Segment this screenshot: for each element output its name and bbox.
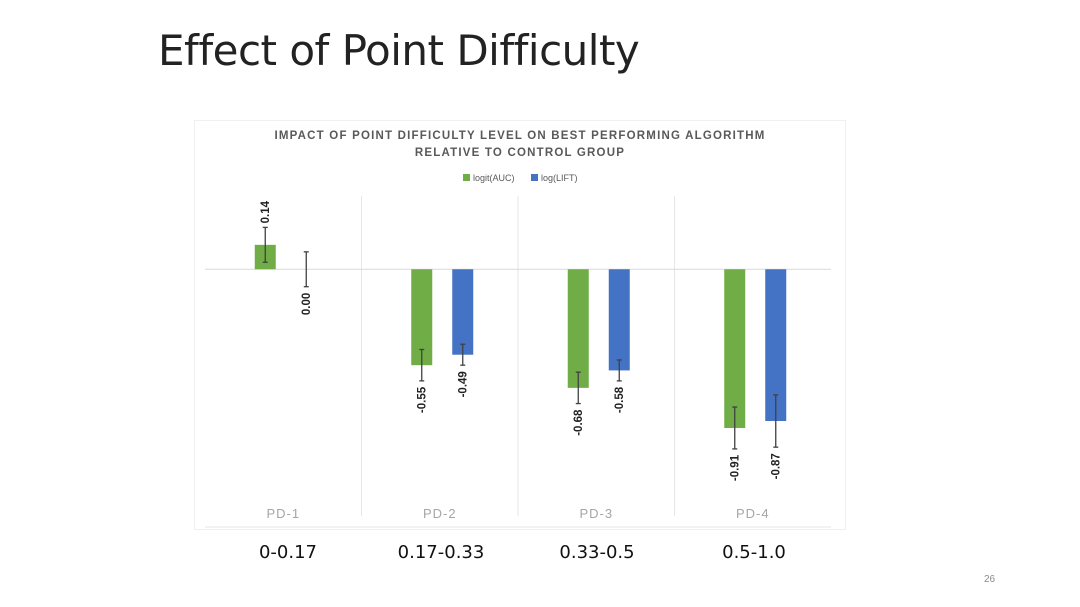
bar-lift-pd-3 bbox=[608, 269, 630, 371]
range-label-pd-2: 0.17-0.33 bbox=[397, 542, 485, 563]
data-label: -0.55 bbox=[417, 386, 429, 413]
range-label-pd-3: 0.33-0.5 bbox=[559, 542, 635, 563]
bar-auc-pd-3 bbox=[567, 269, 589, 388]
range-label-pd-1: 0-0.17 bbox=[258, 542, 318, 563]
legend-swatch-auc bbox=[463, 174, 470, 181]
data-label: -0.87 bbox=[771, 453, 783, 479]
category-label: PD-3 bbox=[579, 506, 613, 521]
chart-title-line: RELATIVE TO CONTROL GROUP bbox=[415, 147, 625, 159]
category-label: PD-4 bbox=[736, 506, 770, 521]
legend-swatch-lift bbox=[531, 174, 538, 181]
chart-frame: IMPACT OF POINT DIFFICULTY LEVEL ON BEST… bbox=[194, 120, 846, 530]
range-label-pd-4: 0.5-1.0 bbox=[722, 542, 786, 563]
chart-title-line: IMPACT OF POINT DIFFICULTY LEVEL ON BEST… bbox=[274, 130, 765, 142]
category-label: PD-2 bbox=[423, 506, 457, 521]
data-label: -0.58 bbox=[614, 386, 626, 413]
data-label: -0.68 bbox=[573, 409, 585, 436]
data-label: 0.14 bbox=[260, 200, 272, 223]
data-label: -0.91 bbox=[730, 454, 742, 481]
bar-lift-pd-2 bbox=[452, 269, 474, 355]
category-label: PD-1 bbox=[266, 506, 300, 521]
data-label: -0.49 bbox=[458, 371, 470, 397]
bar-auc-pd-2 bbox=[411, 269, 433, 366]
bar-chart: IMPACT OF POINT DIFFICULTY LEVEL ON BEST… bbox=[205, 130, 831, 528]
legend-label: log(LIFT) bbox=[541, 173, 578, 183]
bar-lift-pd-4 bbox=[765, 269, 787, 421]
bar-auc-pd-4 bbox=[724, 269, 746, 428]
slide-title: Effect of Point Difficulty bbox=[158, 26, 640, 75]
data-label: 0.00 bbox=[301, 293, 313, 315]
page-number: 26 bbox=[984, 574, 996, 585]
legend-label: logit(AUC) bbox=[473, 173, 515, 183]
